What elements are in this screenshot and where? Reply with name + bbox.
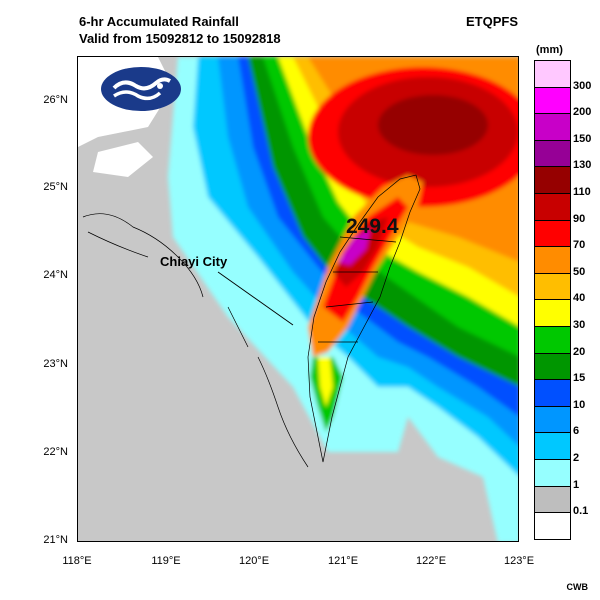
legend-swatch xyxy=(534,219,571,248)
lon-label-121: 121°E xyxy=(327,555,359,567)
peak-rainfall-value: 249.4 xyxy=(346,215,399,238)
legend-swatch xyxy=(534,113,571,141)
legend-swatch xyxy=(534,485,571,514)
legend-swatch xyxy=(534,193,571,221)
legend-swatch xyxy=(534,459,571,487)
lat-label-24: 24°N xyxy=(43,269,68,281)
lat-label-22: 22°N xyxy=(43,446,68,458)
lon-label-120: 120°E xyxy=(238,555,270,567)
rainfall-map xyxy=(77,56,519,542)
legend-level-label: 15 xyxy=(573,372,586,385)
legend-swatch xyxy=(534,379,571,407)
legend-level-label: 10 xyxy=(573,398,586,411)
lon-label-118: 118°E xyxy=(62,555,92,567)
city-label: Chiayi City xyxy=(160,254,228,269)
legend-swatch xyxy=(534,60,571,88)
legend-level-label: 6 xyxy=(573,425,580,438)
legend-level-label: 130 xyxy=(573,159,592,172)
rainfall-field xyxy=(78,57,518,541)
valid-period: Valid from 15092812 to 15092818 xyxy=(79,31,281,46)
legend-level-label: 2 xyxy=(573,452,580,464)
lon-label-119: 119°E xyxy=(151,555,181,567)
legend-swatch xyxy=(534,432,571,460)
legend-level-label: 200 xyxy=(573,106,592,119)
legend-swatch xyxy=(534,299,571,327)
lat-label-26: 26°N xyxy=(43,94,68,106)
legend-swatch xyxy=(534,139,571,168)
legend-level-label: 40 xyxy=(573,292,586,305)
legend-level-label: 30 xyxy=(573,319,586,331)
lon-label-123: 123°E xyxy=(503,555,535,567)
legend-swatch xyxy=(534,86,571,115)
map-title: 6-hr Accumulated Rainfall xyxy=(79,14,239,29)
legend-swatch xyxy=(534,272,571,301)
legend-unit: (mm) xyxy=(536,44,563,56)
cwb-logo-icon xyxy=(101,67,181,111)
legend-swatch xyxy=(534,512,571,540)
legend-level-label: 150 xyxy=(573,132,592,145)
legend-level-label: 50 xyxy=(573,265,586,278)
lat-label-23: 23°N xyxy=(43,358,68,370)
credit-label: CWB xyxy=(566,582,589,592)
legend-swatch xyxy=(534,405,571,434)
legend-swatch xyxy=(534,326,571,354)
legend-level-label: 70 xyxy=(573,239,586,252)
legend-swatch xyxy=(534,246,571,274)
legend-level-label: 0.1 xyxy=(573,505,589,518)
legend-swatch xyxy=(534,352,571,381)
legend-level-label: 20 xyxy=(573,345,586,358)
lat-label-25: 25°N xyxy=(43,181,68,193)
legend-swatch xyxy=(534,166,571,194)
legend-level-label: 300 xyxy=(573,79,592,92)
lon-label-122: 122°E xyxy=(415,555,447,567)
legend-level-label: 110 xyxy=(573,186,591,198)
legend-level-label: 1 xyxy=(573,478,580,491)
legend-level-label: 90 xyxy=(573,212,586,225)
model-name: ETQPFS xyxy=(465,14,518,29)
lat-label-21: 21°N xyxy=(43,534,68,546)
